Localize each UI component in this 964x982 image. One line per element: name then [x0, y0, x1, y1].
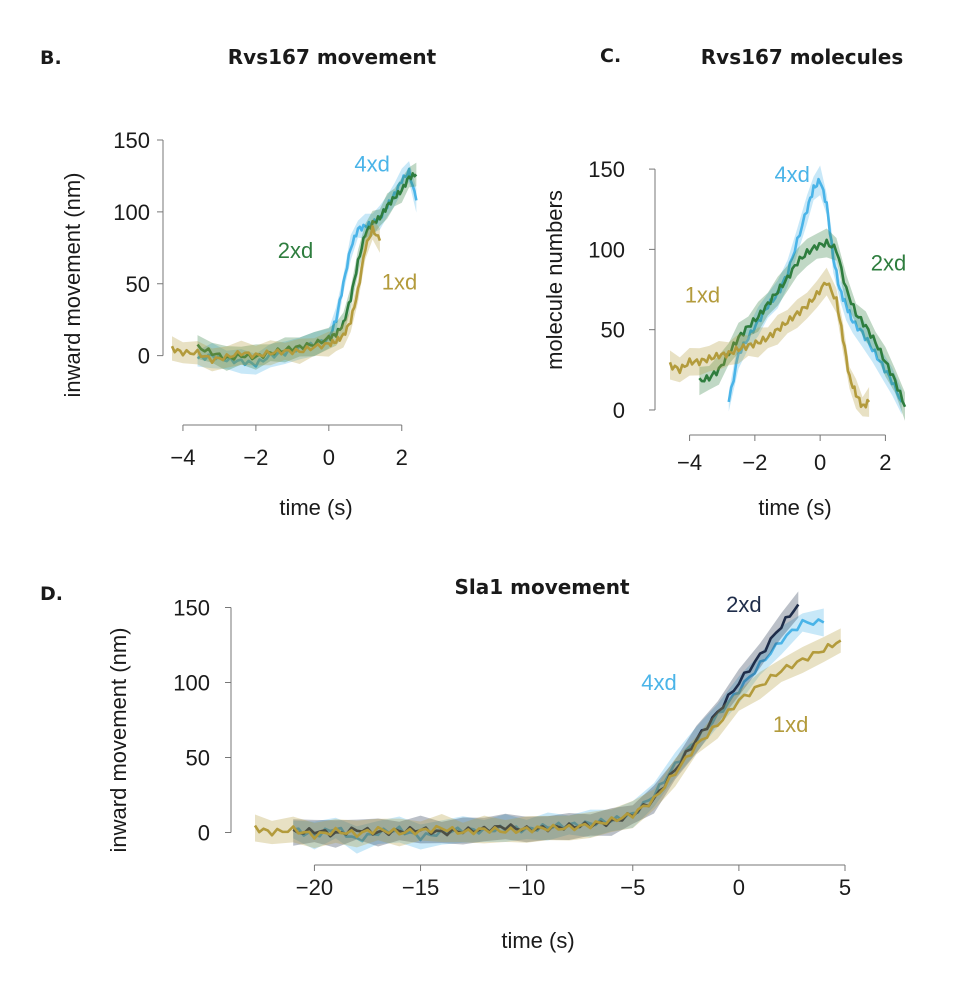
x-tick-label-c: 0 — [814, 450, 826, 475]
series-annotation-d-2xd: 2xd — [726, 592, 761, 617]
series-annotation-c-4xd: 4xd — [774, 162, 809, 187]
series-annotation-c-2xd: 2xd — [871, 250, 906, 275]
y-tick-label-c: 0 — [613, 398, 625, 423]
x-tick-label-c: −2 — [742, 450, 767, 475]
y-tick-label-c: 50 — [601, 318, 625, 343]
x-tick-label-b: −4 — [170, 445, 195, 470]
y-tick-label-d: 150 — [173, 596, 210, 621]
x-tick-label-b: 2 — [396, 445, 408, 470]
y-axis-label-c: molecule numbers — [542, 190, 567, 370]
x-axis-label-d: time (s) — [501, 928, 574, 953]
y-tick-label-d: 100 — [173, 671, 210, 696]
panel-d-sla1-movement: D. Sla1 movement inward movement (nm) ti… — [40, 575, 851, 953]
y-axis-label-d: inward movement (nm) — [106, 628, 131, 853]
error-band-b-2xd — [197, 162, 417, 371]
series-annotation-c-1xd: 1xd — [685, 282, 720, 307]
y-tick-label-c: 150 — [588, 157, 625, 182]
series-annotation-b-4xd: 4xd — [354, 152, 389, 177]
error-band-d-4xd — [293, 608, 824, 854]
series-line-c-2xd — [698, 238, 907, 408]
series-line-b-1xd — [170, 225, 382, 364]
series-annotation-b-2xd: 2xd — [278, 238, 313, 263]
series-line-d-4xd — [293, 618, 825, 843]
chart-title-c: Rvs167 molecules — [701, 45, 903, 69]
series-line-c-4xd — [727, 177, 903, 403]
x-tick-label-d: −10 — [508, 875, 545, 900]
series-annotation-b-1xd: 1xd — [382, 270, 417, 295]
x-tick-label-d: −5 — [620, 875, 645, 900]
y-tick-label-b: 150 — [113, 128, 150, 153]
series-line-c-1xd — [668, 281, 871, 409]
y-tick-label-b: 100 — [113, 200, 150, 225]
x-tick-label-b: 0 — [323, 445, 335, 470]
panel-label-c: C. — [600, 45, 621, 67]
x-tick-label-b: −2 — [243, 445, 268, 470]
x-axis-label-b: time (s) — [279, 495, 352, 520]
x-tick-label-c: −4 — [677, 450, 702, 475]
error-band-c-1xd — [670, 267, 870, 417]
y-axis-label-b: inward movement (nm) — [60, 173, 85, 398]
x-axis-label-c: time (s) — [758, 495, 831, 520]
x-tick-label-d: 5 — [839, 875, 851, 900]
y-tick-label-c: 100 — [588, 237, 625, 262]
series-line-d-1xd — [253, 639, 842, 840]
panel-label-d: D. — [40, 583, 63, 605]
chart-title-b: Rvs167 movement — [228, 45, 437, 69]
error-band-d-2xd — [293, 591, 799, 848]
error-band-b-1xd — [172, 218, 380, 372]
panel-b-rvs167-movement: B. Rvs167 movement inward movement (nm) … — [40, 45, 437, 520]
y-tick-label-d: 0 — [198, 821, 210, 846]
y-tick-label-d: 50 — [186, 746, 210, 771]
error-band-d-1xd — [255, 628, 841, 849]
panel-label-b: B. — [40, 47, 62, 69]
panel-c-rvs167-molecules: C. Rvs167 molecules molecule numbers tim… — [542, 45, 906, 520]
y-tick-label-b: 50 — [126, 272, 150, 297]
x-tick-label-d: −15 — [402, 875, 439, 900]
x-tick-label-c: 2 — [879, 450, 891, 475]
series-annotation-d-1xd: 1xd — [773, 712, 808, 737]
series-annotation-d-4xd: 4xd — [641, 670, 676, 695]
x-tick-label-d: −20 — [296, 875, 333, 900]
y-tick-label-b: 0 — [138, 344, 150, 369]
chart-title-d: Sla1 movement — [454, 575, 629, 599]
x-tick-label-d: 0 — [733, 875, 745, 900]
